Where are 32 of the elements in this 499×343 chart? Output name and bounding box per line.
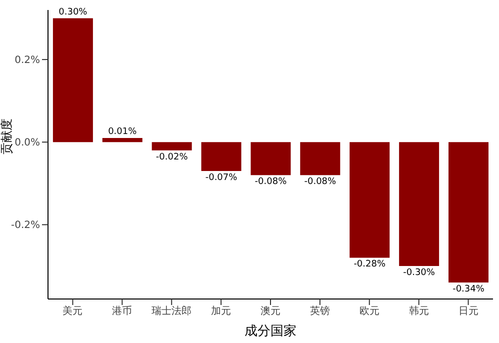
y-axis-title: 贡献度 <box>0 118 14 154</box>
x-tick-label: 英镑 <box>310 305 330 318</box>
y-tick-label: 0.2% <box>14 55 40 66</box>
x-tick-label: 港币 <box>112 305 132 318</box>
bar <box>152 142 192 150</box>
data-label: -0.08% <box>254 177 288 188</box>
data-label: 0.01% <box>108 126 138 137</box>
x-tick-label: 加元 <box>211 305 232 318</box>
bar <box>201 142 242 172</box>
data-label: -0.02% <box>156 152 188 162</box>
x-tick-label: 欧元 <box>359 306 380 318</box>
y-tick-label: -0.2% <box>10 220 40 232</box>
data-label: -0.07% <box>205 173 238 184</box>
x-tick-label: 美元 <box>62 305 83 318</box>
data-label: 0.30% <box>58 7 88 18</box>
x-tick-label: 澳元 <box>260 305 280 318</box>
x-tick-label: 韩元 <box>408 305 429 318</box>
bar <box>102 138 142 142</box>
y-tick-label: 0.0% <box>14 138 40 149</box>
data-label: -0.08% <box>304 177 337 188</box>
x-axis-title: 成分国家 <box>244 323 296 339</box>
bar <box>300 142 340 176</box>
data-label: -0.28% <box>354 260 386 270</box>
bar <box>250 142 291 176</box>
data-label: -0.30% <box>403 268 436 278</box>
bar <box>448 142 488 282</box>
bar <box>52 18 93 142</box>
x-tick-label: 瑞士法郎 <box>152 305 192 318</box>
bar <box>350 142 390 258</box>
bar <box>399 142 440 266</box>
x-tick-label: 日元 <box>458 306 478 318</box>
data-label: -0.34% <box>452 284 485 294</box>
